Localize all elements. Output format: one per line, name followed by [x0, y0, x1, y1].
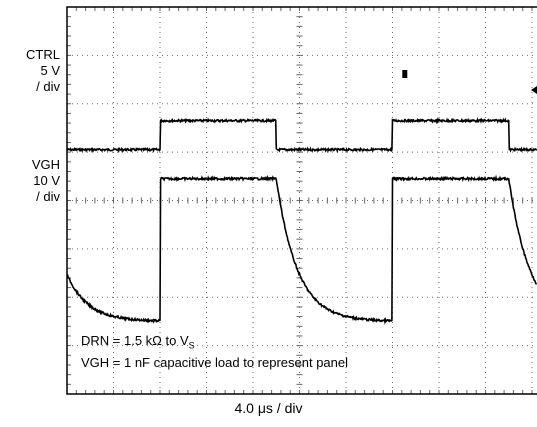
vgh-trace — [66, 174, 537, 325]
annotation-vgh: VGH = 1 nF capacitive load to represent … — [81, 355, 348, 370]
annotation-drn: DRN = 1.5 kΩ to VS — [81, 333, 195, 351]
ctrl-channel-scale: 5 V — [40, 63, 60, 78]
traces — [66, 70, 537, 325]
vgh-channel-unit: / div — [36, 189, 60, 204]
plot-border — [66, 6, 537, 395]
trigger-marker — [402, 70, 408, 78]
ctrl-reference-marker — [531, 86, 537, 94]
vgh-channel-scale: 10 V — [33, 173, 60, 188]
ctrl-channel-label: CTRL 5 V / div — [0, 47, 60, 95]
x-scale-label: 4.0 μs / div — [234, 400, 303, 416]
vgh-channel-label: VGH 10 V / div — [0, 157, 60, 205]
ctrl-channel-unit: / div — [36, 79, 60, 94]
ctrl-channel-name: CTRL — [26, 47, 60, 62]
annotation-drn-text: DRN = 1.5 kΩ to V — [81, 333, 189, 348]
ctrl-trace — [66, 116, 537, 154]
annotation-vgh-text: VGH = 1 nF capacitive load to represent … — [81, 355, 349, 370]
vgh-channel-name: VGH — [31, 157, 60, 172]
plot-frame — [66, 6, 537, 395]
annotation-drn-subscript: S — [188, 340, 195, 351]
